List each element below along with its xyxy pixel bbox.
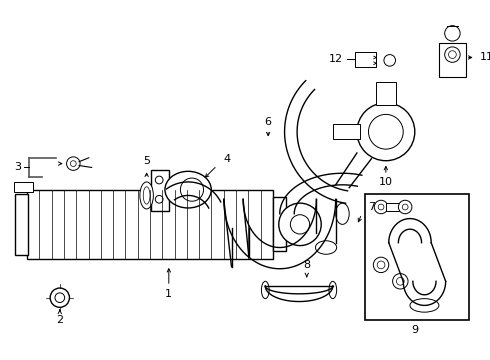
Circle shape bbox=[445, 47, 460, 62]
Text: 9: 9 bbox=[411, 324, 418, 334]
Circle shape bbox=[50, 288, 70, 307]
Circle shape bbox=[374, 200, 388, 214]
Text: 7: 7 bbox=[368, 202, 375, 212]
Bar bbox=[376, 82, 395, 105]
Ellipse shape bbox=[316, 241, 337, 254]
Bar bbox=[355, 52, 376, 67]
Circle shape bbox=[398, 200, 412, 214]
Text: 8: 8 bbox=[303, 260, 310, 270]
Bar bbox=[273, 197, 287, 251]
Bar bbox=[365, 194, 469, 320]
Circle shape bbox=[279, 203, 321, 246]
Bar bbox=[14, 182, 33, 192]
Text: 4: 4 bbox=[223, 154, 230, 164]
Bar bbox=[27, 190, 273, 259]
Text: 2: 2 bbox=[56, 315, 63, 325]
Text: 11: 11 bbox=[480, 53, 490, 63]
Ellipse shape bbox=[165, 171, 211, 208]
Bar bbox=[15, 194, 28, 255]
Bar bbox=[386, 203, 399, 211]
Circle shape bbox=[357, 103, 415, 161]
Bar bbox=[439, 43, 466, 77]
Text: 1: 1 bbox=[165, 289, 172, 299]
Text: 6: 6 bbox=[265, 117, 271, 127]
Bar bbox=[151, 170, 169, 211]
Bar bbox=[333, 124, 360, 139]
Text: 10: 10 bbox=[379, 177, 393, 187]
Ellipse shape bbox=[140, 182, 153, 209]
Circle shape bbox=[392, 274, 408, 289]
Ellipse shape bbox=[336, 203, 349, 224]
Text: 12: 12 bbox=[329, 54, 343, 64]
Ellipse shape bbox=[329, 281, 337, 299]
Circle shape bbox=[67, 157, 80, 170]
Circle shape bbox=[373, 257, 389, 273]
Text: 5: 5 bbox=[143, 156, 150, 166]
Ellipse shape bbox=[262, 281, 269, 299]
Circle shape bbox=[384, 55, 395, 66]
Circle shape bbox=[445, 26, 460, 41]
Ellipse shape bbox=[410, 299, 439, 312]
Text: 3: 3 bbox=[14, 162, 21, 172]
